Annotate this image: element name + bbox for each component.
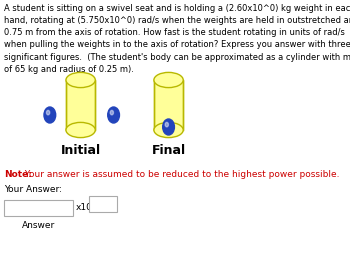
FancyBboxPatch shape [4, 200, 73, 216]
Circle shape [44, 107, 56, 123]
Circle shape [165, 122, 168, 127]
Ellipse shape [154, 72, 183, 88]
FancyBboxPatch shape [89, 196, 117, 212]
Text: x10: x10 [76, 203, 92, 213]
Text: Your answer is assumed to be reduced to the highest power possible.: Your answer is assumed to be reduced to … [22, 170, 340, 179]
Bar [154, 80, 183, 130]
Text: A student is sitting on a swivel seat and is holding a (2.60x10^0) kg weight in : A student is sitting on a swivel seat an… [4, 4, 350, 74]
Text: Your Answer:: Your Answer: [4, 185, 62, 194]
Circle shape [108, 107, 119, 123]
Ellipse shape [66, 72, 95, 88]
Circle shape [110, 110, 113, 115]
Text: Note:: Note: [4, 170, 32, 179]
Ellipse shape [66, 122, 95, 137]
Circle shape [163, 119, 174, 135]
Text: Answer: Answer [22, 221, 55, 230]
Text: Initial: Initial [61, 144, 101, 157]
Text: Final: Final [152, 144, 186, 157]
Ellipse shape [154, 122, 183, 137]
Bar [66, 80, 95, 130]
Circle shape [47, 110, 50, 115]
